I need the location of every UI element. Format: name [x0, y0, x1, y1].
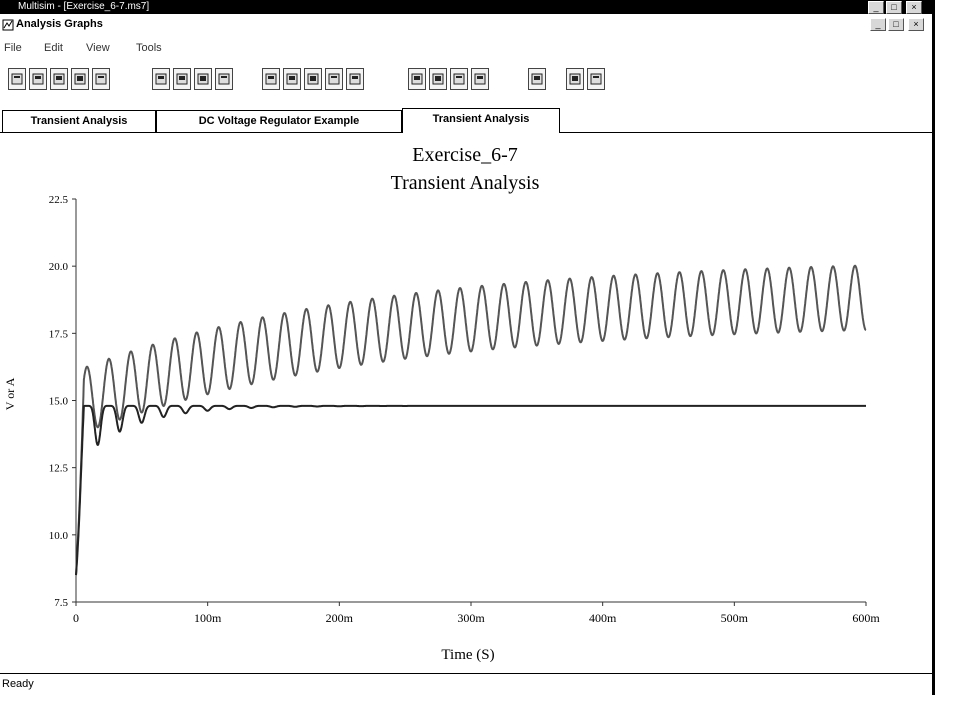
menu-tools[interactable]: Tools: [136, 42, 162, 54]
x-tick-label: 200m: [326, 611, 354, 625]
x-tick-label: 600m: [852, 611, 880, 625]
outer-title-bar: Multisim - [Exercise_6-7.ms7] _ □ ×: [0, 0, 935, 14]
child-minimize-button[interactable]: _: [870, 18, 886, 31]
legend-button[interactable]: [283, 68, 301, 90]
x-tick-label: 100m: [194, 611, 222, 625]
zoom-button[interactable]: [325, 68, 343, 90]
menu-edit[interactable]: Edit: [44, 42, 63, 54]
new-button[interactable]: [8, 68, 26, 90]
open-button[interactable]: [29, 68, 47, 90]
zoom-icon: [328, 73, 340, 85]
properties-icon: [453, 73, 465, 85]
grid-icon: [265, 73, 277, 85]
y-tick-label: 10.0: [49, 530, 69, 542]
tab-bar: Transient Analysis DC Voltage Regulator …: [0, 108, 932, 133]
table-button[interactable]: [587, 68, 605, 90]
save-button[interactable]: [50, 68, 68, 90]
y-tick-label: 17.5: [49, 328, 69, 340]
chart-subtitle: Transient Analysis: [391, 172, 540, 194]
grid-button[interactable]: [262, 68, 280, 90]
y-tick-label: 20.0: [49, 261, 69, 273]
bar-chart-button[interactable]: [566, 68, 584, 90]
chart-title: Exercise_6-7: [412, 144, 518, 166]
copy-button[interactable]: [173, 68, 191, 90]
copy-icon: [176, 73, 188, 85]
x-axis-label: Time (S): [441, 647, 494, 663]
table-icon: [590, 73, 602, 85]
print-icon: [74, 73, 86, 85]
series-regulated-voltage: [75, 404, 866, 576]
axes: 22.5 20.0 17.5 15.0 12.5 10.0 7.5 0 100m 200m 300m…: [49, 194, 881, 625]
paste-button[interactable]: [194, 68, 212, 90]
y-tick-label: 7.5: [54, 597, 68, 609]
child-title-bar: Analysis Graphs _ □ ×: [0, 16, 932, 34]
close-button[interactable]: ×: [906, 1, 922, 14]
x-tick-label: 400m: [589, 611, 617, 625]
menu-bar: File Edit View Tools: [0, 40, 932, 58]
transient-chart: Exercise_6-7 Transient Analysis Time (S)…: [3, 144, 881, 663]
normalize-button[interactable]: [408, 68, 426, 90]
cut-icon: [155, 73, 167, 85]
cursors-icon: [307, 73, 319, 85]
print-preview-icon: [95, 73, 107, 85]
y-tick-label: 15.0: [49, 396, 69, 408]
legend-icon: [286, 73, 298, 85]
maximize-button[interactable]: □: [886, 1, 902, 14]
menu-view[interactable]: View: [86, 42, 110, 54]
properties-button[interactable]: [450, 68, 468, 90]
open-icon: [32, 73, 44, 85]
overlay-button[interactable]: [429, 68, 447, 90]
analysis-graphs-icon: [2, 19, 14, 31]
tab-transient-analysis-1[interactable]: Transient Analysis: [2, 110, 156, 132]
status-text: Ready: [2, 678, 34, 690]
y-tick-label: 22.5: [49, 194, 69, 206]
tab-dc-voltage-regulator[interactable]: DC Voltage Regulator Example: [156, 110, 402, 132]
normalize-icon: [411, 73, 423, 85]
child-title: Analysis Graphs: [16, 18, 103, 30]
bar-chart-icon: [569, 73, 581, 85]
trace-button[interactable]: [528, 68, 546, 90]
zoom-out-button[interactable]: [346, 68, 364, 90]
child-maximize-button[interactable]: □: [888, 18, 904, 31]
undo-button[interactable]: [215, 68, 233, 90]
series-layer: [75, 264, 867, 576]
x-tick-label: 300m: [457, 611, 485, 625]
print-preview-button[interactable]: [92, 68, 110, 90]
menu-file[interactable]: File: [4, 42, 22, 54]
export-button[interactable]: [471, 68, 489, 90]
y-tick-label: 12.5: [49, 463, 69, 475]
paste-icon: [197, 73, 209, 85]
graph-panel[interactable]: Exercise_6-7 Transient Analysis Time (S)…: [0, 133, 932, 673]
y-axis-label: V or A: [3, 377, 17, 410]
app-title: Multisim - [Exercise_6-7.ms7]: [18, 1, 150, 12]
save-icon: [53, 73, 65, 85]
print-button[interactable]: [71, 68, 89, 90]
cut-button[interactable]: [152, 68, 170, 90]
overlay-icon: [432, 73, 444, 85]
x-tick-label: 0: [73, 611, 79, 625]
trace-icon: [531, 73, 543, 85]
new-icon: [11, 73, 23, 85]
x-tick-label: 500m: [721, 611, 749, 625]
zoom-out-icon: [349, 73, 361, 85]
undo-icon: [218, 73, 230, 85]
cursors-button[interactable]: [304, 68, 322, 90]
tab-transient-analysis-2[interactable]: Transient Analysis: [402, 108, 560, 133]
export-icon: [474, 73, 486, 85]
toolbar: [0, 66, 932, 100]
child-close-button[interactable]: ×: [908, 18, 924, 31]
minimize-button[interactable]: _: [868, 1, 884, 14]
status-bar: Ready: [0, 673, 932, 696]
series-output-voltage: [75, 264, 867, 576]
